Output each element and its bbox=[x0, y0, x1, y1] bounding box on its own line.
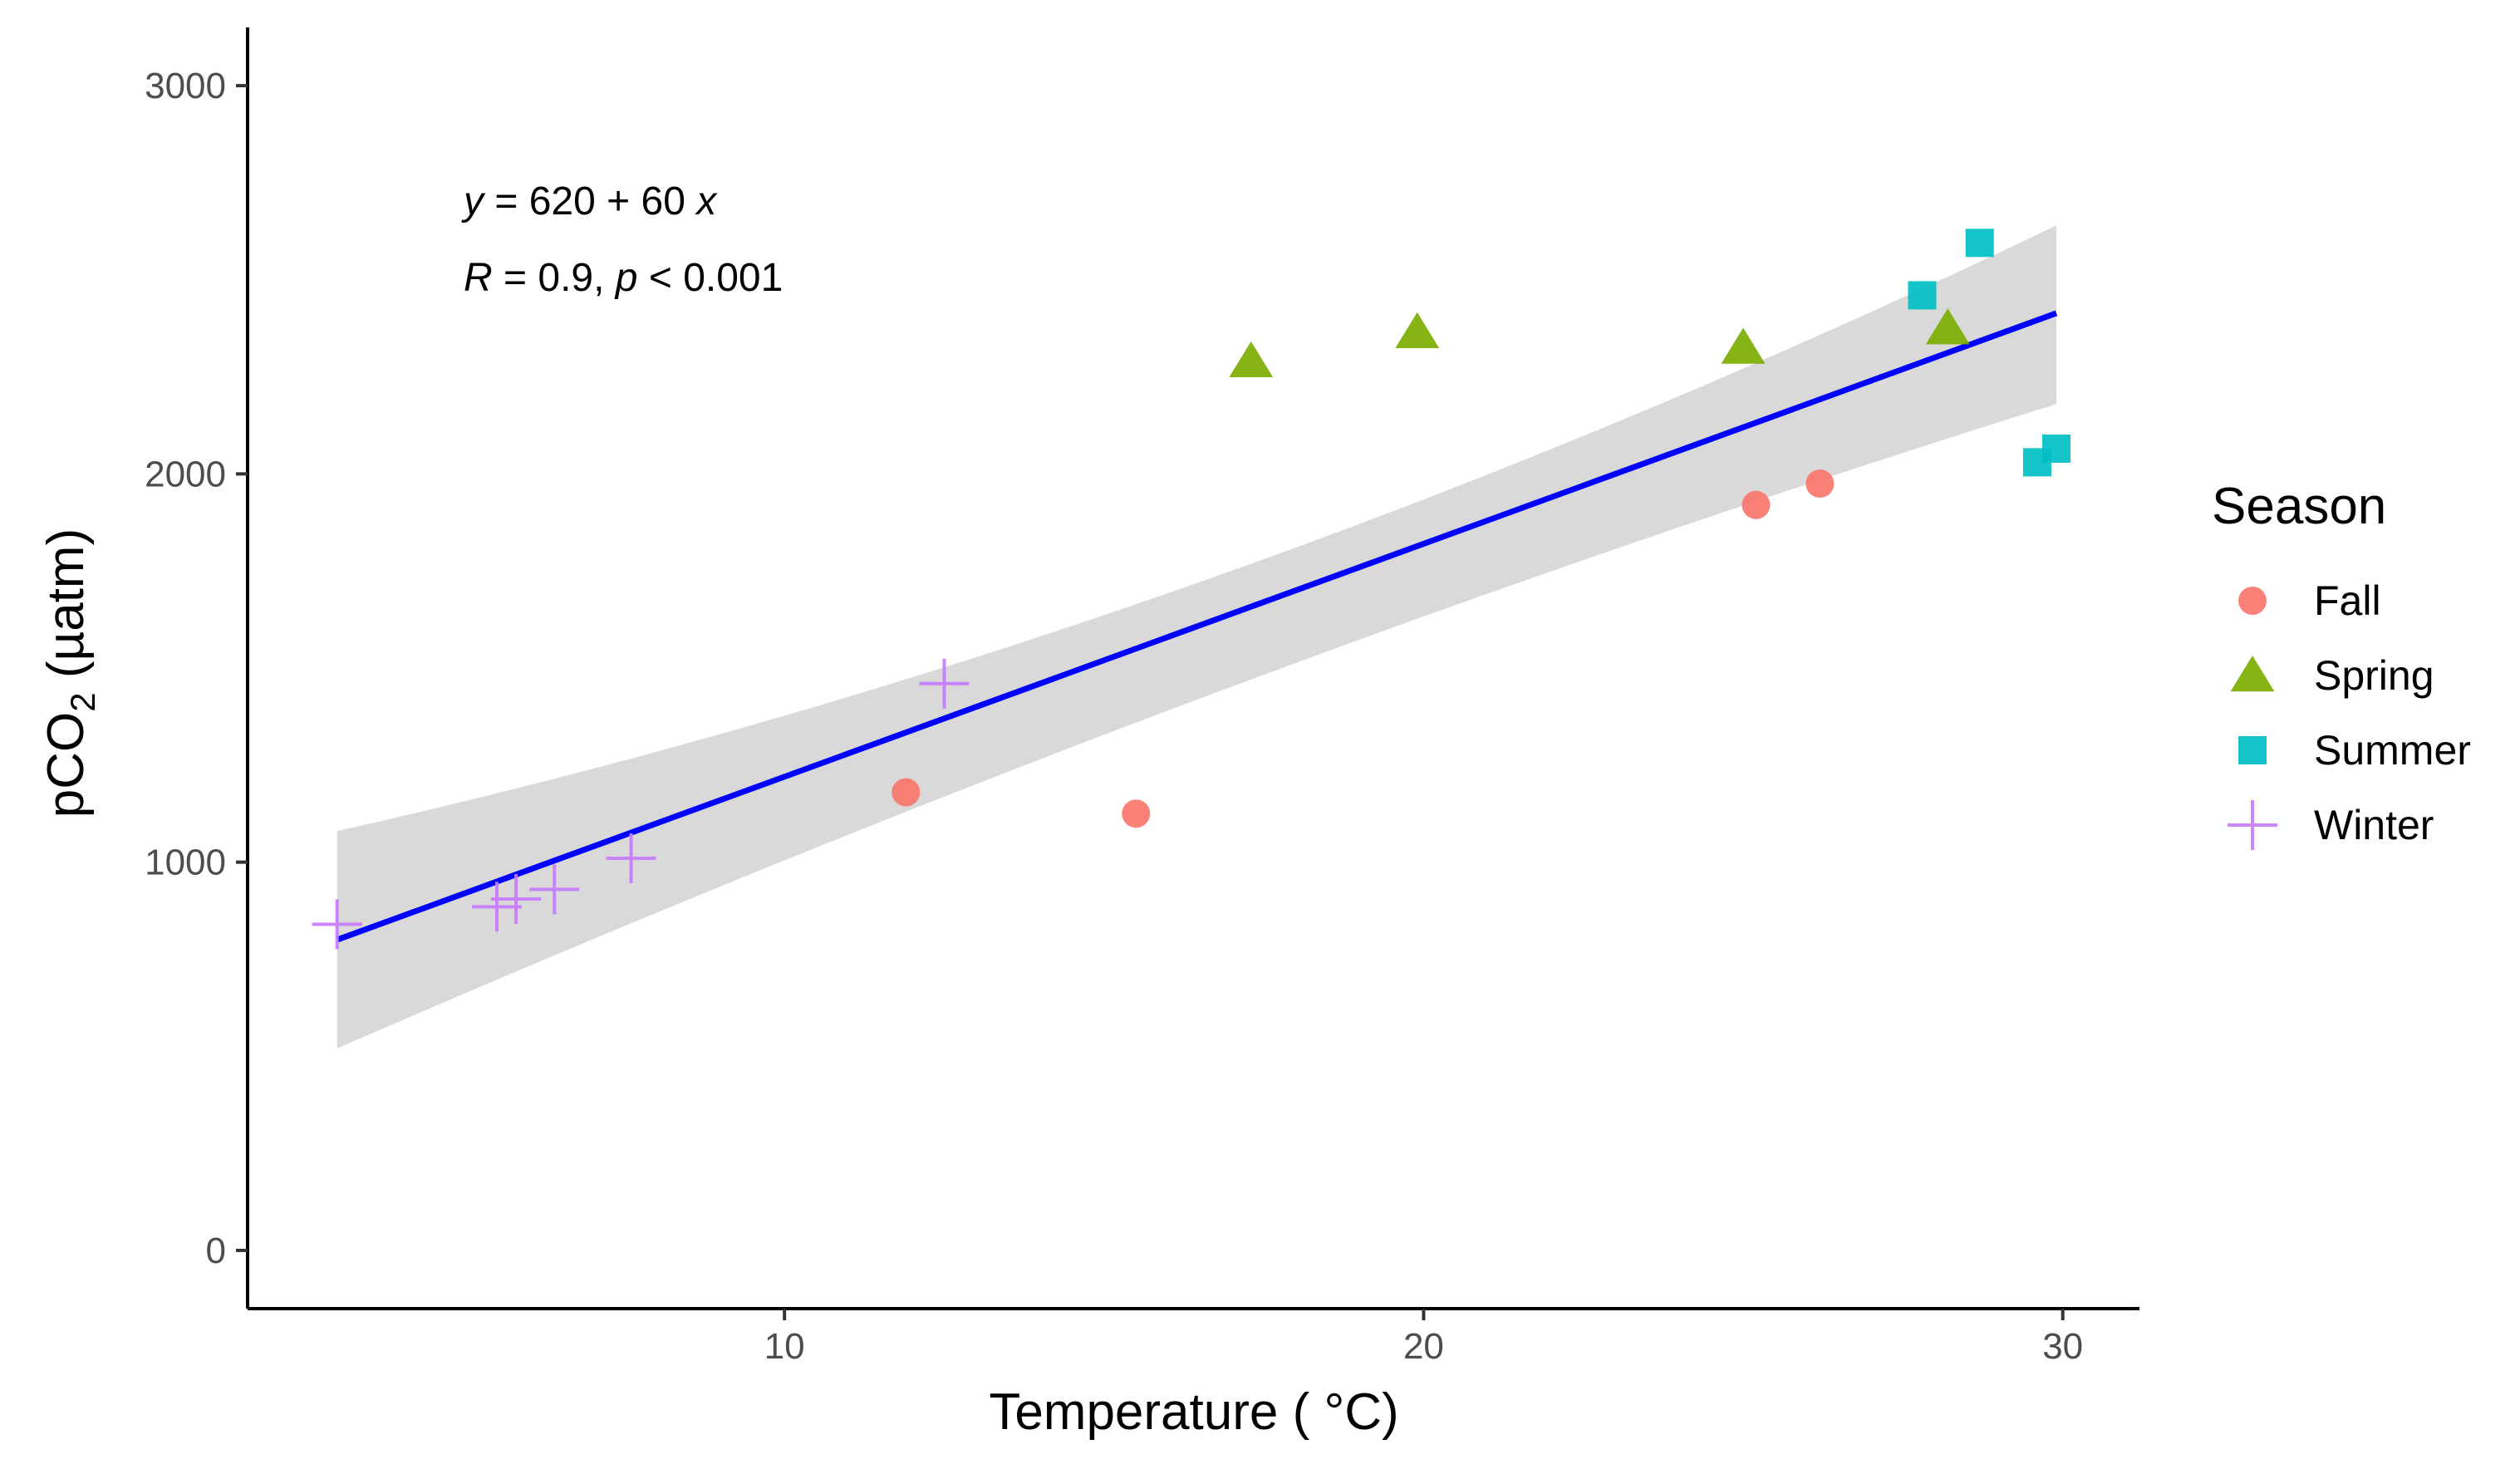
legend-label-fall: Fall bbox=[2314, 577, 2381, 624]
equation-x-var: x bbox=[695, 179, 718, 224]
x-tick-label: 20 bbox=[1403, 1326, 1444, 1367]
stat-r-value: = 0.9, bbox=[493, 256, 616, 300]
data-point-winter bbox=[919, 658, 970, 709]
regression-line bbox=[336, 310, 2058, 943]
legend-key-spring bbox=[2230, 656, 2275, 692]
data-point-summer bbox=[1908, 281, 1937, 310]
legend-keys bbox=[2228, 587, 2277, 850]
data-point-fall bbox=[1122, 799, 1151, 828]
data-point-spring bbox=[1229, 341, 1274, 378]
legend-label-summer: Summer bbox=[2314, 727, 2471, 774]
equation-y-var: y bbox=[461, 179, 486, 224]
y-tick-label: 0 bbox=[206, 1231, 226, 1271]
legend-key-fall bbox=[2238, 587, 2267, 615]
regression-line-layer bbox=[336, 310, 2058, 943]
y-axis-title: pCO2 (µatm) bbox=[37, 528, 102, 818]
data-point-summer bbox=[1965, 228, 1994, 258]
x-tick-label: 10 bbox=[764, 1326, 805, 1367]
data-point-fall bbox=[1741, 490, 1771, 519]
y-axis-title-unit: (µatm) bbox=[37, 528, 95, 693]
regression-equation: y = 620 + 60 x bbox=[461, 179, 718, 224]
confidence-band-layer bbox=[336, 225, 2056, 1049]
data-point-fall bbox=[1805, 469, 1835, 499]
legend-title: Season bbox=[2212, 478, 2386, 535]
y-tick-label: 3000 bbox=[145, 66, 226, 106]
axis-ticks-layer: 0 1000 2000 3000 10 20 30 bbox=[145, 66, 2083, 1367]
legend-label-spring: Spring bbox=[2314, 652, 2434, 699]
x-axis-title: Temperature ( °C) bbox=[989, 1383, 1398, 1441]
data-points-layer bbox=[312, 228, 2071, 950]
confidence-band bbox=[336, 225, 2056, 1049]
stat-p-symbol: p bbox=[614, 256, 638, 300]
data-point-spring bbox=[1721, 327, 1766, 364]
y-tick-label: 1000 bbox=[145, 843, 226, 883]
regression-statistics: R = 0.9, p < 0.001 bbox=[464, 256, 783, 300]
y-axis-title-subscript: 2 bbox=[63, 692, 102, 711]
legend-key-winter bbox=[2228, 800, 2277, 850]
stat-p-value: < 0.001 bbox=[637, 256, 783, 300]
y-axis-title-main: pCO bbox=[37, 712, 95, 818]
legend-label-winter: Winter bbox=[2314, 802, 2434, 848]
data-point-winter bbox=[606, 833, 656, 883]
legend-key-summer bbox=[2238, 736, 2267, 764]
legend: Season Fall Spring Summer Winter bbox=[2212, 478, 2471, 850]
stat-r-symbol: R bbox=[464, 256, 493, 300]
data-point-spring bbox=[1925, 308, 1970, 345]
x-tick-label: 30 bbox=[2042, 1326, 2083, 1367]
data-point-fall bbox=[892, 778, 921, 807]
data-point-winter bbox=[312, 899, 362, 950]
data-point-winter bbox=[472, 882, 523, 932]
y-tick-label: 2000 bbox=[145, 454, 226, 494]
data-point-winter bbox=[529, 864, 580, 915]
data-point-spring bbox=[1395, 312, 1440, 349]
data-point-winter bbox=[491, 874, 542, 925]
equation-body: = 620 + 60 bbox=[484, 179, 696, 224]
data-point-summer bbox=[2041, 434, 2071, 463]
